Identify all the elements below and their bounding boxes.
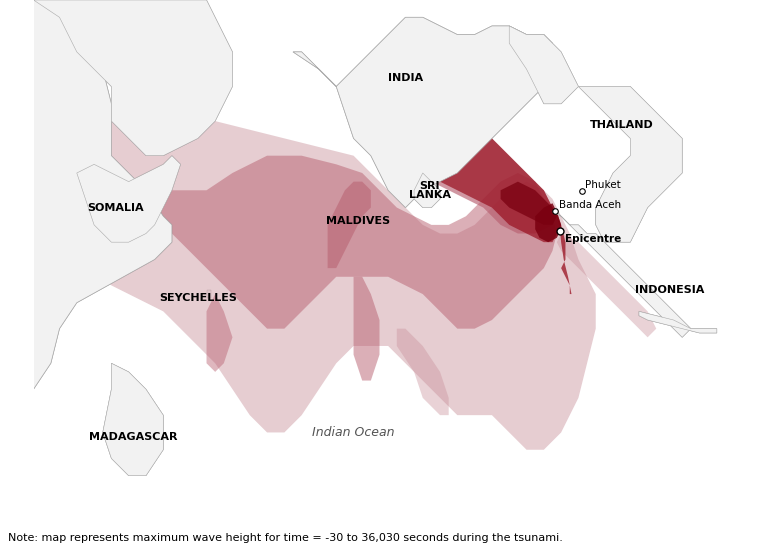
Polygon shape <box>102 363 163 475</box>
Text: INDONESIA: INDONESIA <box>635 285 704 295</box>
Polygon shape <box>509 26 578 104</box>
Polygon shape <box>535 203 561 242</box>
Polygon shape <box>33 0 172 389</box>
Polygon shape <box>639 311 716 333</box>
Polygon shape <box>509 26 578 104</box>
Polygon shape <box>328 181 371 268</box>
Text: Phuket: Phuket <box>585 180 621 190</box>
Text: LANKA: LANKA <box>408 190 451 200</box>
Polygon shape <box>371 60 557 233</box>
Polygon shape <box>293 17 553 208</box>
Text: SRI: SRI <box>420 181 440 191</box>
Text: MALDIVES: MALDIVES <box>326 215 390 225</box>
Polygon shape <box>59 199 163 242</box>
Polygon shape <box>112 156 557 329</box>
Polygon shape <box>206 290 211 299</box>
Polygon shape <box>33 0 232 156</box>
Polygon shape <box>33 0 172 389</box>
Text: Epicentre: Epicentre <box>565 234 621 244</box>
Polygon shape <box>553 212 691 337</box>
Polygon shape <box>33 0 232 156</box>
Polygon shape <box>414 173 440 208</box>
Polygon shape <box>553 212 691 337</box>
Polygon shape <box>388 86 560 242</box>
Text: INDIA: INDIA <box>388 73 423 83</box>
Polygon shape <box>77 156 181 242</box>
Text: SOMALIA: SOMALIA <box>87 203 144 213</box>
Polygon shape <box>397 329 449 415</box>
Polygon shape <box>102 363 163 475</box>
Text: THAILAND: THAILAND <box>590 121 653 131</box>
Polygon shape <box>293 17 553 208</box>
Text: Banda Aceh: Banda Aceh <box>559 200 621 210</box>
Polygon shape <box>59 121 596 450</box>
Polygon shape <box>578 86 682 242</box>
Polygon shape <box>354 277 380 381</box>
Polygon shape <box>77 156 163 199</box>
Polygon shape <box>414 173 440 208</box>
Text: SEYCHELLES: SEYCHELLES <box>159 294 237 304</box>
Polygon shape <box>206 294 232 372</box>
Polygon shape <box>578 86 682 242</box>
Polygon shape <box>557 233 657 337</box>
Polygon shape <box>501 181 557 225</box>
Polygon shape <box>77 156 181 242</box>
Text: Indian Ocean: Indian Ocean <box>312 426 395 439</box>
Text: MADAGASCAR: MADAGASCAR <box>89 432 178 442</box>
Polygon shape <box>553 208 572 294</box>
Polygon shape <box>639 311 716 333</box>
Text: Note: map represents maximum wave height for time = -30 to 36,030 seconds during: Note: map represents maximum wave height… <box>8 533 562 543</box>
